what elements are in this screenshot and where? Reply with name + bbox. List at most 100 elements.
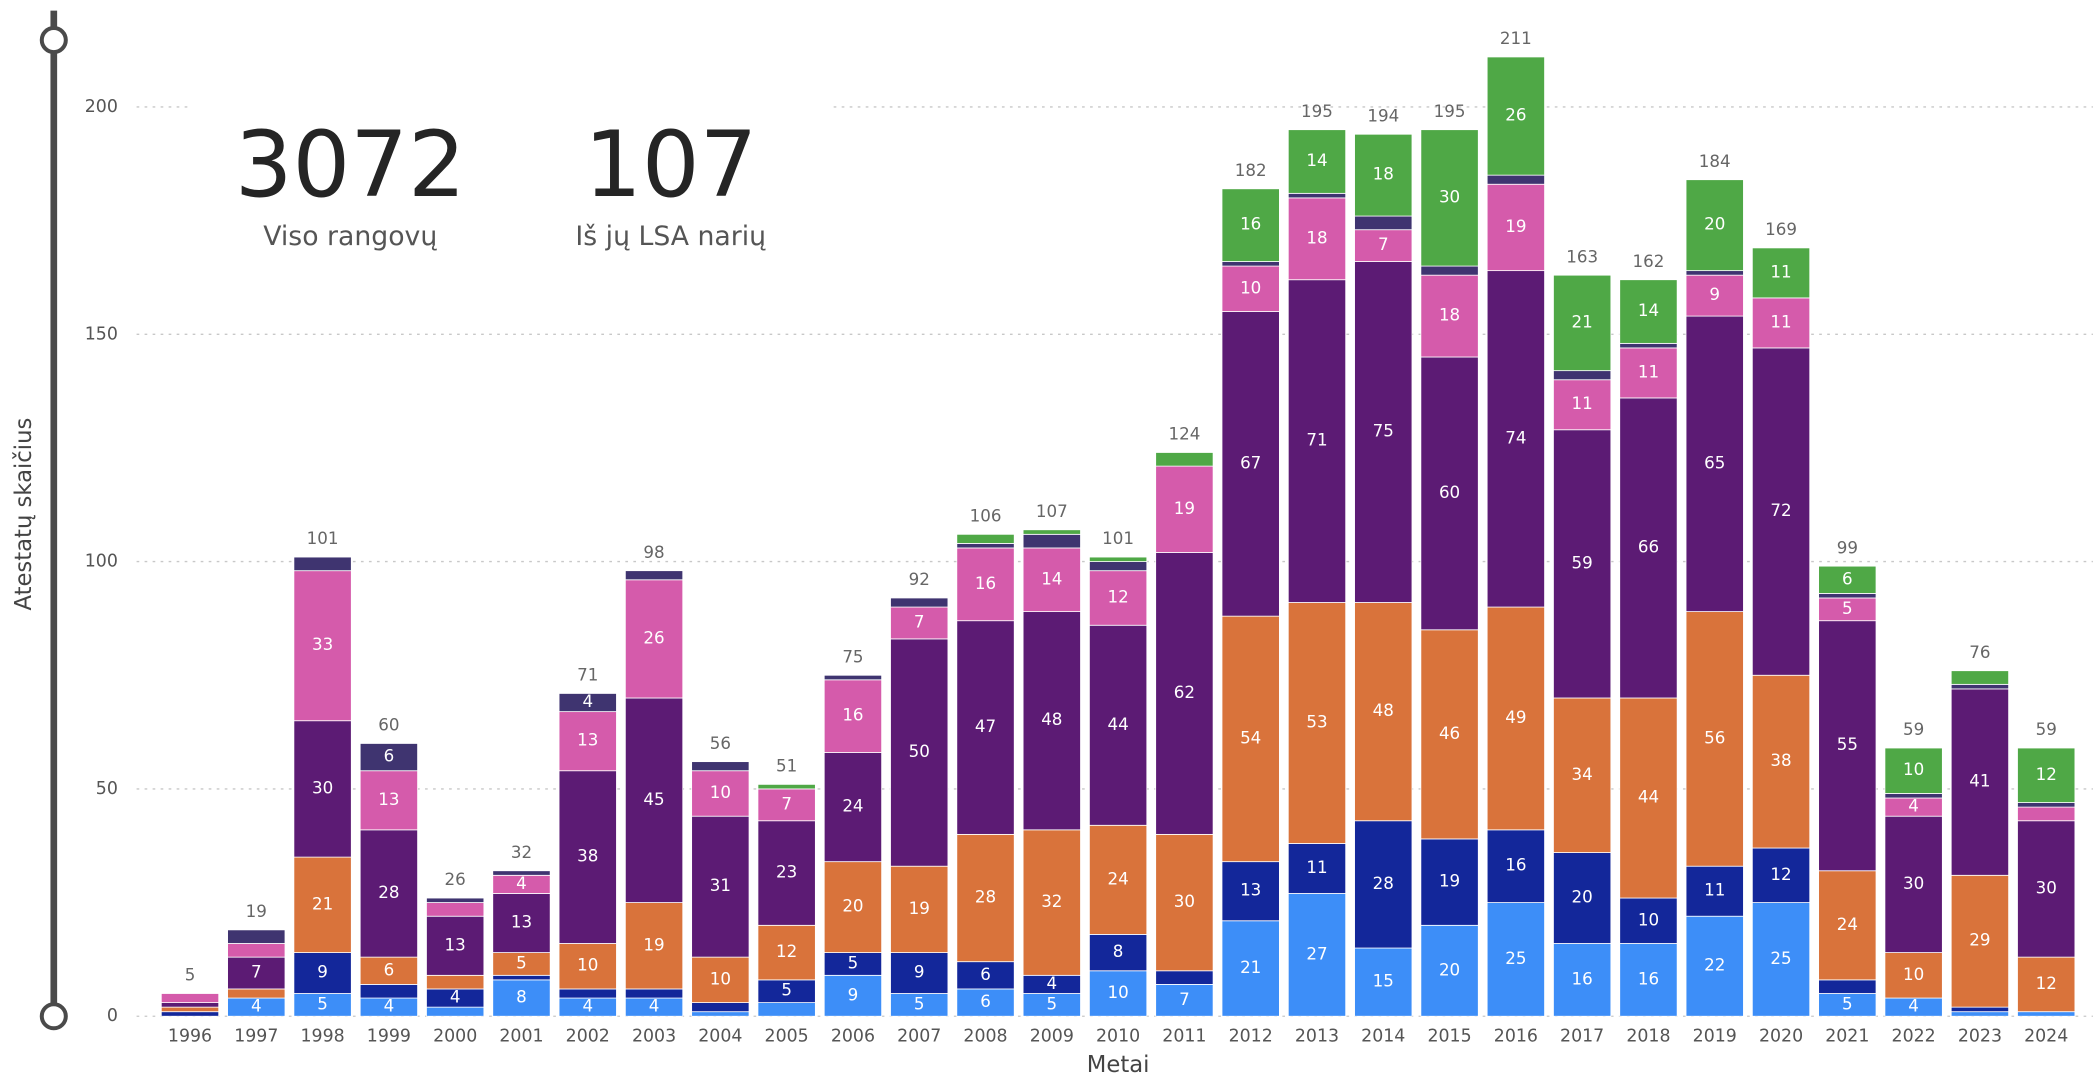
- data-label: 4: [450, 988, 461, 1007]
- bar-segment: [1818, 620, 1877, 872]
- bar-segment: [956, 961, 1015, 990]
- bar-segment: [1486, 56, 1545, 176]
- total-label: 59: [1903, 720, 1924, 739]
- bar-segment: [1420, 274, 1479, 358]
- data-label: 62: [1174, 683, 1195, 702]
- data-label: 19: [1174, 499, 1195, 518]
- total-label: 56: [710, 734, 731, 753]
- bar-segment: [492, 870, 551, 876]
- slider-handle[interactable]: [39, 26, 68, 55]
- bar-segment: [890, 606, 949, 640]
- data-label: 14: [1041, 569, 1062, 588]
- bar-segment: [558, 988, 617, 999]
- bar-segment: [1486, 902, 1545, 1017]
- total-label: 101: [1102, 529, 1134, 548]
- data-label: 5: [516, 953, 527, 972]
- data-label: 5: [914, 994, 925, 1013]
- bar-segment: [359, 829, 418, 958]
- data-label: 24: [1107, 869, 1128, 888]
- bar-segment: [1818, 593, 1877, 599]
- bar-segment: [1155, 452, 1214, 467]
- data-label: 60: [1439, 483, 1460, 502]
- slider-handle[interactable]: [39, 1002, 68, 1031]
- bar-segment: [1088, 970, 1148, 1017]
- data-label: 4: [251, 997, 262, 1016]
- bar-segment: [1884, 952, 1943, 999]
- bar-segment: [757, 924, 816, 981]
- total-label: 92: [909, 570, 930, 589]
- bar-segment: [691, 956, 750, 1003]
- bar-segment: [359, 743, 418, 772]
- data-label: 11: [1572, 394, 1593, 413]
- bar-segment: [1287, 192, 1347, 199]
- x-tick-label: 1999: [367, 1026, 411, 1046]
- bar-segment: [1553, 697, 1612, 853]
- x-tick-label: 2021: [1825, 1026, 1869, 1046]
- bar-segment: [1221, 265, 1280, 312]
- total-label: 107: [1036, 502, 1068, 521]
- bar-segment: [691, 1002, 750, 1013]
- data-label: 38: [577, 847, 598, 866]
- data-label: 20: [1439, 960, 1460, 979]
- bar-segment: [890, 865, 949, 953]
- data-label: 13: [445, 935, 466, 954]
- bar-segment: [426, 897, 485, 903]
- total-label: 5: [185, 966, 196, 985]
- bar-segment: [359, 956, 418, 985]
- bar-segment: [1751, 902, 1811, 1017]
- x-tick-label: 2008: [963, 1026, 1007, 1046]
- data-label: 33: [312, 635, 333, 654]
- bar-segment: [1221, 920, 1280, 1017]
- data-label: 19: [643, 935, 664, 954]
- bar-segment: [160, 993, 220, 1003]
- bar-segment: [757, 1002, 816, 1017]
- data-label: 10: [1638, 910, 1659, 929]
- data-label: 30: [2036, 878, 2057, 897]
- data-label: 10: [1107, 983, 1128, 1002]
- data-label: 53: [1306, 712, 1327, 731]
- bar-segment: [1088, 556, 1148, 562]
- bar-segment: [1287, 602, 1347, 844]
- data-label: 16: [1240, 215, 1261, 234]
- bar-segment: [1553, 852, 1612, 944]
- kpi-background: [190, 80, 831, 268]
- bar-segment: [1221, 311, 1280, 617]
- total-label: 51: [776, 757, 797, 776]
- data-label: 5: [781, 981, 792, 1000]
- bar-segment: [1553, 274, 1612, 372]
- bar-segment: [1088, 561, 1148, 572]
- data-label: 12: [1770, 865, 1791, 884]
- total-label: 169: [1765, 220, 1797, 239]
- data-label: 13: [511, 913, 532, 932]
- data-label: 30: [312, 778, 333, 797]
- data-label: 4: [1046, 974, 1057, 993]
- data-label: 7: [251, 963, 262, 982]
- data-label: 12: [1107, 587, 1128, 606]
- x-tick-label: 2003: [632, 1026, 676, 1046]
- data-label: 25: [1505, 949, 1526, 968]
- data-label: 4: [649, 997, 660, 1016]
- bar-segment: [1818, 870, 1877, 981]
- bar-segment: [1022, 611, 1081, 831]
- bar-segment: [1486, 183, 1545, 272]
- bar-segment: [1619, 697, 1678, 899]
- bar-segment: [1221, 261, 1280, 267]
- bar-segment: [624, 570, 684, 581]
- data-label: 7: [1179, 990, 1190, 1009]
- x-tick-label: 2007: [897, 1026, 941, 1046]
- bar-segment: [492, 893, 551, 953]
- bar-segment: [1619, 347, 1678, 399]
- data-label: 16: [1638, 969, 1659, 988]
- data-label: 8: [516, 988, 527, 1007]
- data-label: 28: [1373, 874, 1394, 893]
- bar-segment: [1685, 315, 1744, 613]
- bar-segment: [956, 533, 1015, 544]
- bar-segment: [1221, 615, 1280, 863]
- x-tick-label: 2011: [1162, 1026, 1206, 1046]
- data-label: 46: [1439, 724, 1460, 743]
- x-tick-label: 1997: [234, 1026, 278, 1046]
- bar-segment: [227, 929, 286, 944]
- data-label: 49: [1505, 708, 1526, 727]
- total-label: 106: [970, 506, 1002, 525]
